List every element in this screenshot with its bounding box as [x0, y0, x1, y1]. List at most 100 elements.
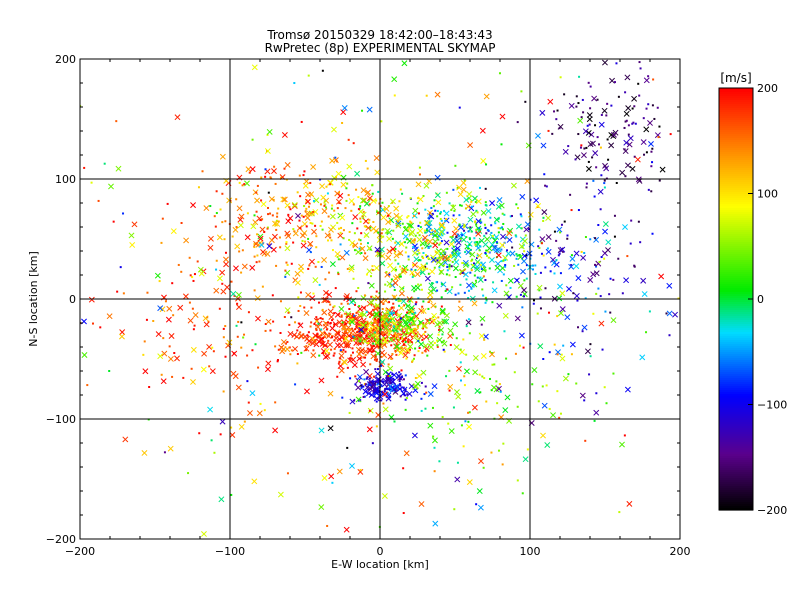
- data-point-cross: [401, 386, 408, 393]
- data-point-cross: [306, 210, 313, 217]
- data-point-cross: [201, 350, 208, 357]
- data-point-dot: [448, 274, 451, 277]
- data-point-dot: [656, 106, 659, 109]
- data-point-dot: [292, 241, 295, 244]
- data-point-cross: [368, 299, 375, 306]
- data-point-dot: [315, 334, 318, 337]
- data-point-dot: [308, 264, 311, 267]
- data-point-dot: [298, 219, 301, 222]
- data-point-dot: [337, 227, 340, 230]
- data-point-dot: [463, 223, 466, 226]
- data-point-dot: [402, 467, 405, 470]
- data-point-cross: [410, 319, 417, 326]
- data-point-dot: [373, 318, 376, 321]
- data-point-dot: [475, 209, 478, 212]
- data-point-cross: [418, 501, 425, 508]
- data-point-dot: [436, 235, 439, 238]
- data-point-dot: [414, 376, 417, 379]
- data-point-dot: [365, 377, 368, 380]
- data-point-dot: [219, 208, 222, 211]
- data-point-dot: [515, 295, 518, 298]
- data-point-cross: [220, 288, 227, 295]
- colorbar-segment: [719, 160, 753, 163]
- data-point-dot: [524, 234, 527, 237]
- data-point-dot: [427, 257, 430, 260]
- data-point-dot: [356, 310, 359, 313]
- data-point-dot: [416, 202, 419, 205]
- data-point-dot: [471, 205, 474, 208]
- data-point-dot: [235, 324, 238, 327]
- data-point-dot: [577, 209, 580, 212]
- data-point-dot: [497, 227, 500, 230]
- data-point-cross: [348, 266, 355, 273]
- data-point-dot: [331, 335, 334, 338]
- data-point-cross: [329, 213, 336, 220]
- data-point-cross: [562, 375, 569, 382]
- data-point-dot: [215, 268, 218, 271]
- data-point-cross: [373, 311, 380, 318]
- data-point-cross: [401, 331, 408, 338]
- data-point-cross: [610, 317, 617, 324]
- data-point-dot: [360, 387, 363, 390]
- data-point-dot: [413, 354, 416, 357]
- data-point-dot: [213, 451, 216, 454]
- data-point-dot: [356, 331, 359, 334]
- data-point-dot: [320, 334, 323, 337]
- data-point-dot: [420, 243, 423, 246]
- data-point-dot: [193, 273, 196, 276]
- data-point-cross: [358, 310, 364, 317]
- data-point-dot: [237, 320, 240, 323]
- data-point-dot: [584, 439, 587, 442]
- data-point-dot: [358, 207, 361, 210]
- colorbar-segment: [719, 188, 753, 191]
- data-point-dot: [423, 393, 426, 396]
- colorbar-segment: [719, 152, 753, 155]
- data-point-dot: [362, 217, 365, 220]
- data-point-dot: [439, 217, 442, 220]
- data-point-dot: [422, 266, 425, 269]
- data-point-cross: [128, 232, 135, 239]
- data-point-dot: [373, 395, 376, 398]
- data-point-dot: [621, 292, 624, 295]
- data-point-dot: [491, 363, 494, 366]
- data-point-dot: [362, 395, 365, 398]
- data-point-dot: [357, 208, 360, 211]
- data-point-dot: [389, 337, 392, 340]
- data-point-cross: [489, 351, 495, 358]
- data-point-dot: [103, 162, 106, 165]
- data-point-cross: [356, 333, 363, 340]
- data-point-dot: [545, 185, 548, 188]
- data-point-dot: [417, 324, 420, 327]
- data-point-dot: [337, 273, 340, 276]
- data-point-dot: [368, 316, 371, 319]
- data-point-dot: [352, 333, 355, 336]
- data-point-cross: [506, 237, 513, 243]
- data-point-dot: [375, 230, 378, 233]
- data-point-dot: [463, 375, 466, 378]
- data-point-dot: [459, 204, 462, 207]
- data-point-cross: [285, 218, 292, 225]
- data-point-dot: [556, 353, 559, 356]
- colorbar-segment: [719, 330, 753, 333]
- data-point-dot: [386, 317, 389, 320]
- data-point-cross: [346, 328, 353, 335]
- data-point-dot: [575, 382, 578, 385]
- data-point-dot: [440, 305, 443, 308]
- data-point-dot: [336, 221, 339, 224]
- data-point-dot: [399, 265, 402, 268]
- colorbar-segment: [719, 352, 753, 355]
- colorbar-segment: [719, 376, 753, 379]
- colorbar-segment: [719, 462, 753, 465]
- colorbar-segment: [719, 270, 753, 273]
- data-point-dot: [471, 258, 474, 261]
- data-point-cross: [157, 353, 164, 360]
- data-point-dot: [648, 310, 651, 313]
- data-point-dot: [313, 322, 316, 325]
- data-point-cross: [425, 224, 432, 230]
- data-point-dot: [484, 226, 487, 229]
- data-point-dot: [410, 309, 413, 312]
- data-point-dot: [589, 343, 592, 346]
- data-point-dot: [378, 202, 381, 205]
- data-point-cross: [155, 331, 162, 338]
- data-point-dot: [319, 317, 322, 320]
